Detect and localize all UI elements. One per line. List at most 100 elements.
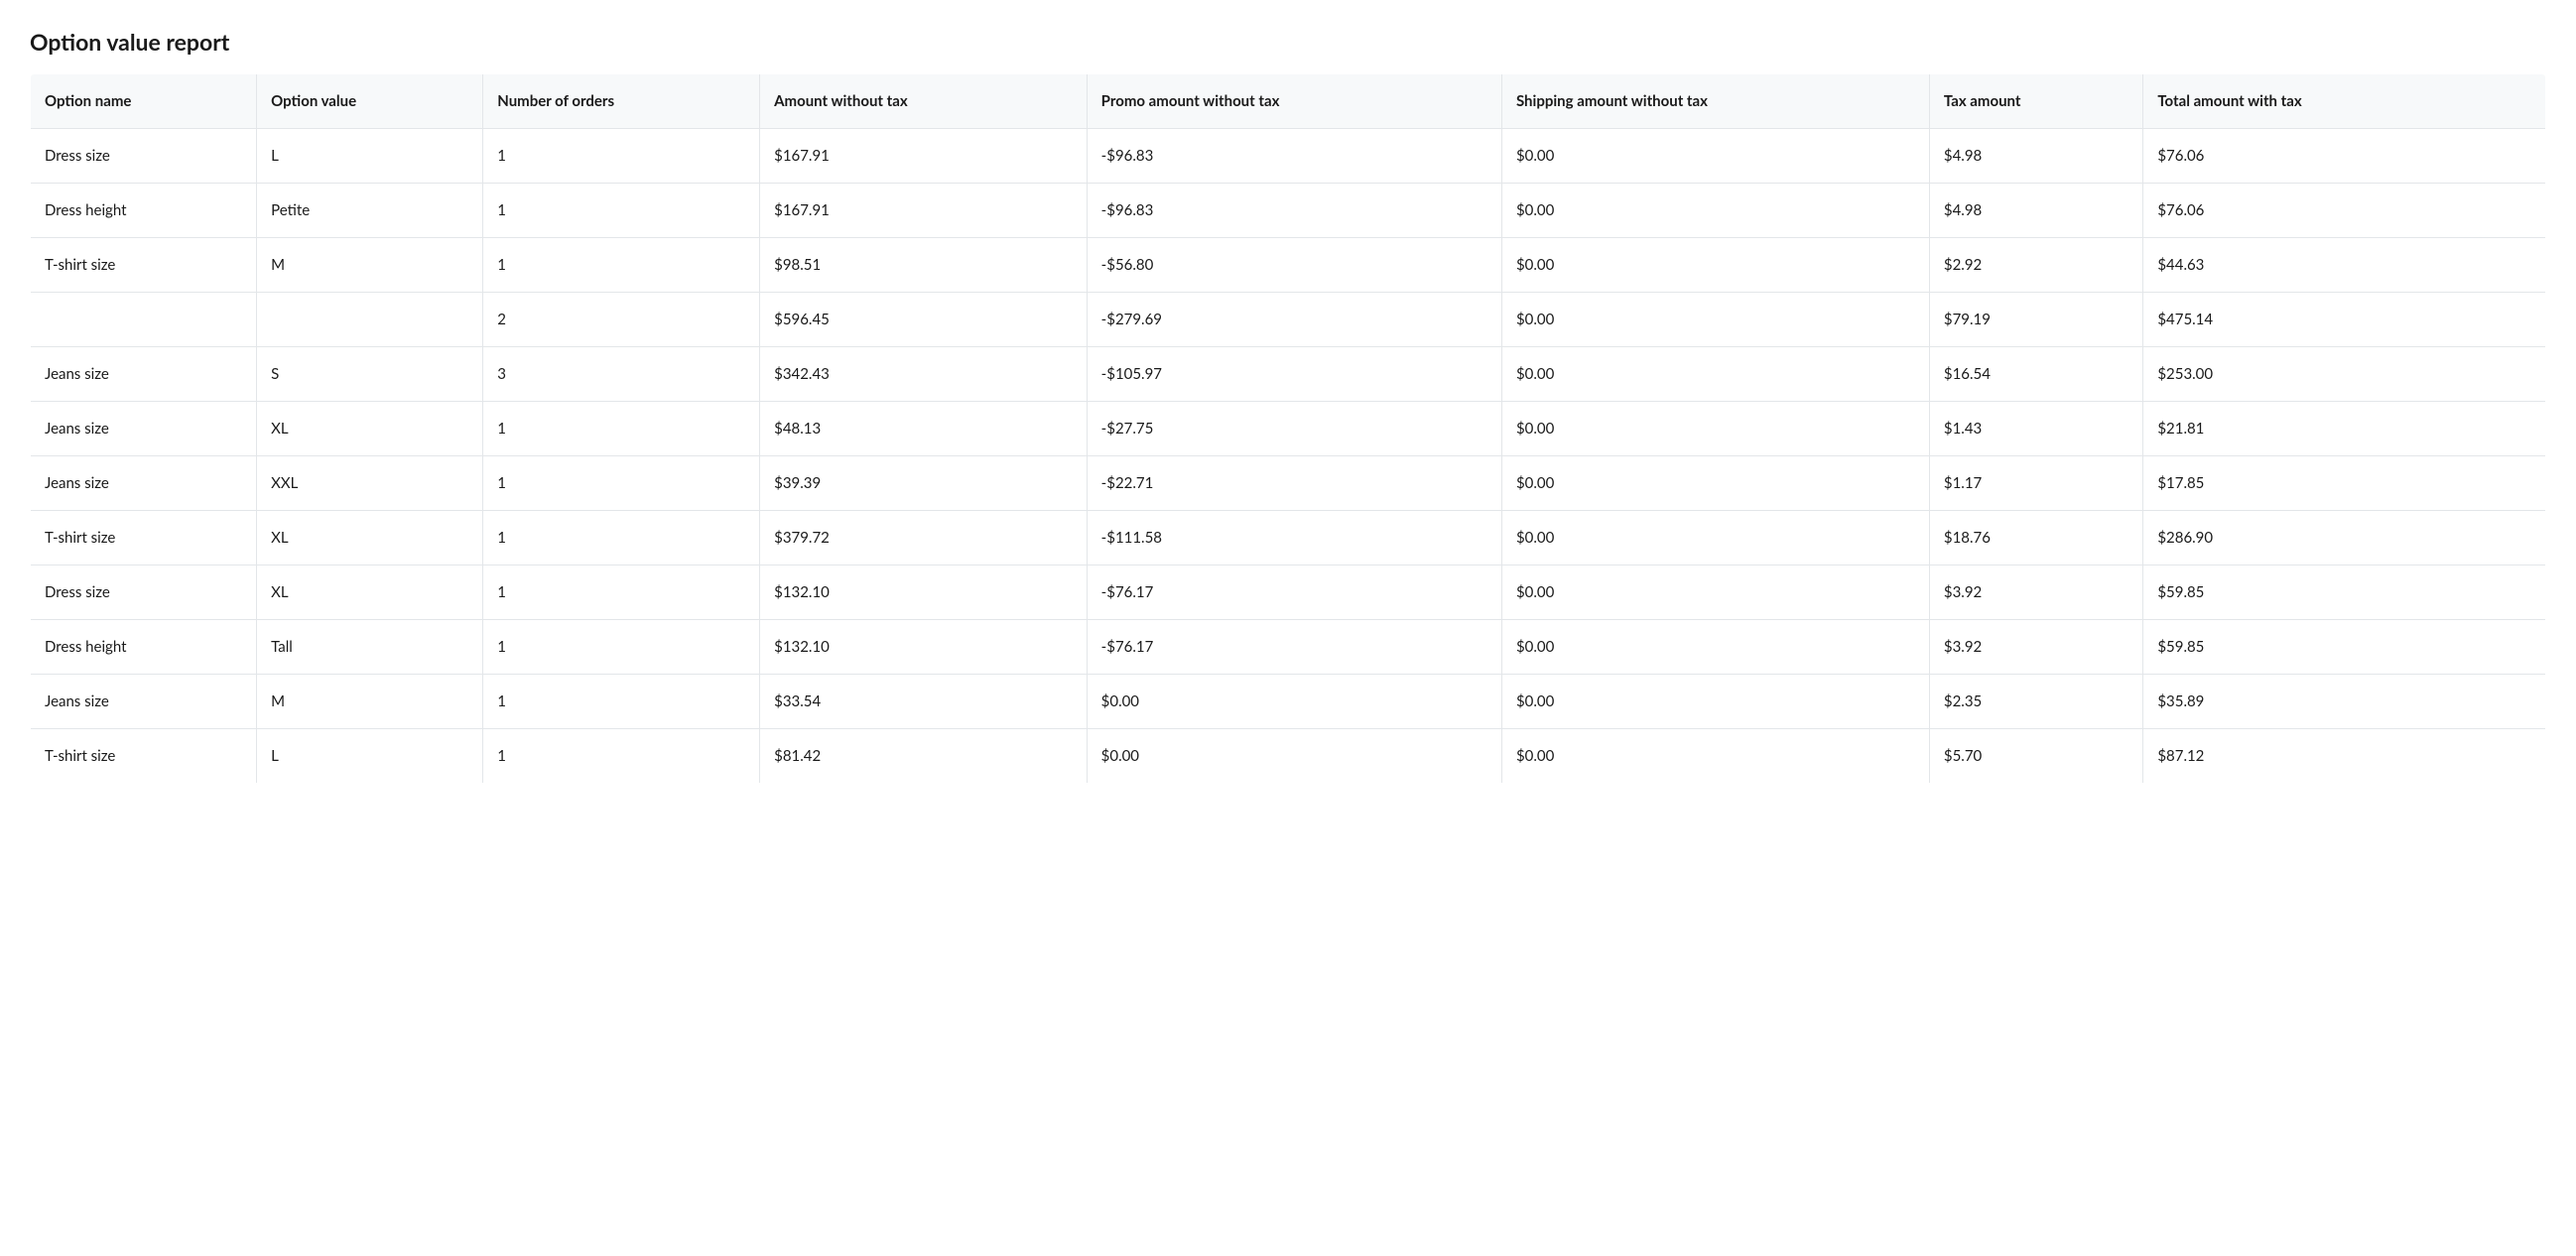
table-row: Dress heightTall1$132.10-$76.17$0.00$3.9…	[31, 620, 2546, 675]
cell-option-name: Dress size	[31, 129, 257, 184]
cell-orders: 3	[483, 347, 760, 402]
cell-tax: $4.98	[1929, 184, 2142, 238]
cell-tax: $18.76	[1929, 511, 2142, 565]
cell-amount: $342.43	[760, 347, 1088, 402]
cell-total: $76.06	[2143, 129, 2546, 184]
cell-tax: $2.35	[1929, 675, 2142, 729]
cell-shipping: $0.00	[1501, 129, 1929, 184]
cell-option-value: Petite	[257, 184, 483, 238]
col-header-option-value[interactable]: Option value	[257, 74, 483, 129]
cell-tax: $1.17	[1929, 456, 2142, 511]
cell-option-value: S	[257, 347, 483, 402]
cell-total: $87.12	[2143, 729, 2546, 784]
cell-promo: -$279.69	[1087, 293, 1501, 347]
cell-shipping: $0.00	[1501, 456, 1929, 511]
col-header-option-name[interactable]: Option name	[31, 74, 257, 129]
cell-orders: 2	[483, 293, 760, 347]
cell-total: $76.06	[2143, 184, 2546, 238]
table-row: 2$596.45-$279.69$0.00$79.19$475.14	[31, 293, 2546, 347]
cell-option-name: T-shirt size	[31, 238, 257, 293]
cell-tax: $2.92	[1929, 238, 2142, 293]
cell-option-name: Jeans size	[31, 402, 257, 456]
cell-total: $17.85	[2143, 456, 2546, 511]
col-header-promo[interactable]: Promo amount without tax	[1087, 74, 1501, 129]
cell-orders: 1	[483, 129, 760, 184]
cell-option-name	[31, 293, 257, 347]
cell-total: $59.85	[2143, 565, 2546, 620]
table-row: Dress sizeXL1$132.10-$76.17$0.00$3.92$59…	[31, 565, 2546, 620]
col-header-orders[interactable]: Number of orders	[483, 74, 760, 129]
cell-promo: -$22.71	[1087, 456, 1501, 511]
cell-orders: 1	[483, 729, 760, 784]
cell-shipping: $0.00	[1501, 565, 1929, 620]
cell-option-name: T-shirt size	[31, 729, 257, 784]
cell-option-value: Tall	[257, 620, 483, 675]
cell-promo: -$105.97	[1087, 347, 1501, 402]
cell-shipping: $0.00	[1501, 620, 1929, 675]
cell-total: $286.90	[2143, 511, 2546, 565]
cell-total: $44.63	[2143, 238, 2546, 293]
cell-option-value: XL	[257, 511, 483, 565]
cell-option-value: XL	[257, 402, 483, 456]
table-row: T-shirt sizeM1$98.51-$56.80$0.00$2.92$44…	[31, 238, 2546, 293]
cell-promo: -$76.17	[1087, 620, 1501, 675]
cell-tax: $5.70	[1929, 729, 2142, 784]
cell-option-value: L	[257, 129, 483, 184]
cell-shipping: $0.00	[1501, 402, 1929, 456]
cell-promo: -$27.75	[1087, 402, 1501, 456]
cell-orders: 1	[483, 511, 760, 565]
cell-amount: $39.39	[760, 456, 1088, 511]
col-header-total[interactable]: Total amount with tax	[2143, 74, 2546, 129]
cell-promo: -$111.58	[1087, 511, 1501, 565]
col-header-amount[interactable]: Amount without tax	[760, 74, 1088, 129]
cell-promo: -$56.80	[1087, 238, 1501, 293]
cell-amount: $33.54	[760, 675, 1088, 729]
cell-promo: $0.00	[1087, 675, 1501, 729]
cell-option-name: Jeans size	[31, 347, 257, 402]
cell-orders: 1	[483, 402, 760, 456]
cell-amount: $596.45	[760, 293, 1088, 347]
cell-tax: $16.54	[1929, 347, 2142, 402]
cell-amount: $167.91	[760, 129, 1088, 184]
cell-orders: 1	[483, 620, 760, 675]
table-row: Jeans sizeXL1$48.13-$27.75$0.00$1.43$21.…	[31, 402, 2546, 456]
option-value-report-table: Option name Option value Number of order…	[30, 73, 2546, 784]
cell-orders: 1	[483, 184, 760, 238]
cell-amount: $379.72	[760, 511, 1088, 565]
cell-amount: $132.10	[760, 620, 1088, 675]
cell-amount: $167.91	[760, 184, 1088, 238]
cell-tax: $3.92	[1929, 620, 2142, 675]
cell-shipping: $0.00	[1501, 347, 1929, 402]
cell-total: $21.81	[2143, 402, 2546, 456]
cell-tax: $1.43	[1929, 402, 2142, 456]
cell-total: $475.14	[2143, 293, 2546, 347]
table-row: Jeans sizeM1$33.54$0.00$0.00$2.35$35.89	[31, 675, 2546, 729]
cell-promo: -$76.17	[1087, 565, 1501, 620]
cell-option-value: XXL	[257, 456, 483, 511]
col-header-tax[interactable]: Tax amount	[1929, 74, 2142, 129]
table-header-row: Option name Option value Number of order…	[31, 74, 2546, 129]
table-row: Dress heightPetite1$167.91-$96.83$0.00$4…	[31, 184, 2546, 238]
cell-shipping: $0.00	[1501, 729, 1929, 784]
cell-orders: 1	[483, 675, 760, 729]
cell-orders: 1	[483, 565, 760, 620]
cell-shipping: $0.00	[1501, 238, 1929, 293]
cell-option-name: Jeans size	[31, 456, 257, 511]
col-header-shipping[interactable]: Shipping amount without tax	[1501, 74, 1929, 129]
cell-option-name: Dress height	[31, 620, 257, 675]
cell-tax: $79.19	[1929, 293, 2142, 347]
cell-total: $35.89	[2143, 675, 2546, 729]
cell-option-name: T-shirt size	[31, 511, 257, 565]
cell-shipping: $0.00	[1501, 675, 1929, 729]
cell-amount: $48.13	[760, 402, 1088, 456]
table-row: T-shirt sizeL1$81.42$0.00$0.00$5.70$87.1…	[31, 729, 2546, 784]
cell-option-name: Dress height	[31, 184, 257, 238]
cell-option-value: XL	[257, 565, 483, 620]
cell-promo: -$96.83	[1087, 184, 1501, 238]
cell-shipping: $0.00	[1501, 511, 1929, 565]
cell-shipping: $0.00	[1501, 184, 1929, 238]
cell-amount: $132.10	[760, 565, 1088, 620]
cell-tax: $4.98	[1929, 129, 2142, 184]
report-title: Option value report	[30, 28, 2546, 56]
cell-tax: $3.92	[1929, 565, 2142, 620]
